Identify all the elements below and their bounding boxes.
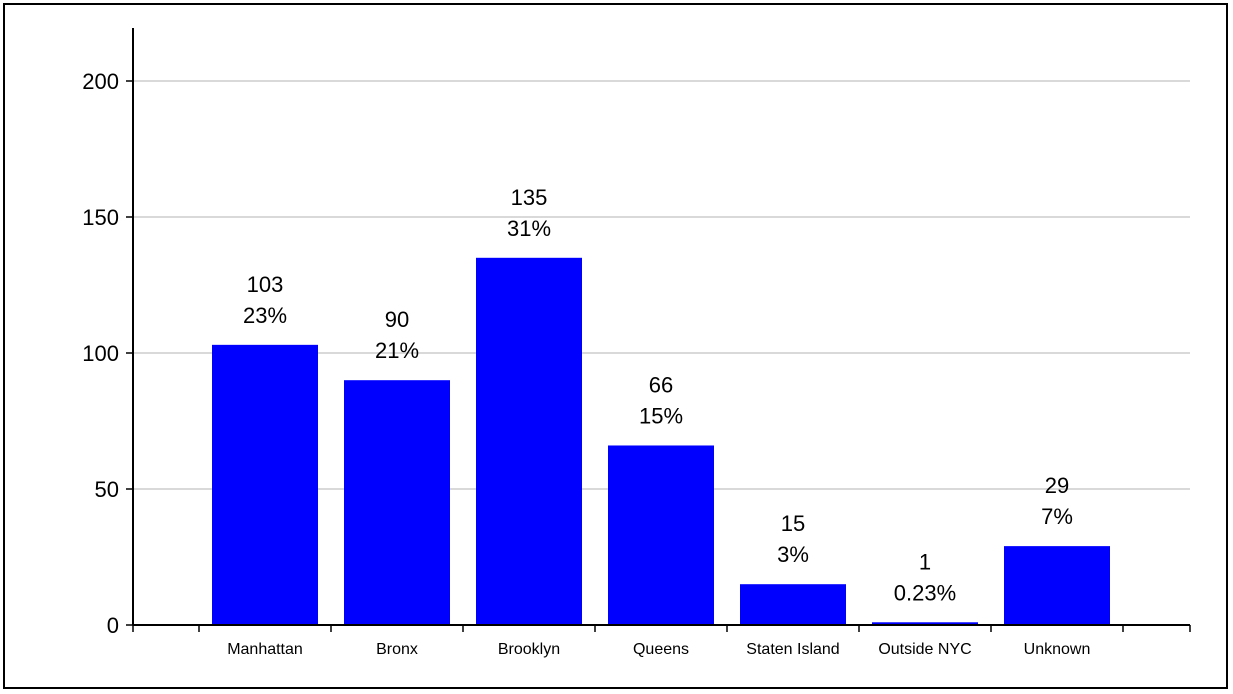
- x-tick-label: Brooklyn: [498, 641, 560, 658]
- data-label-percent: 23%: [243, 303, 287, 328]
- y-tick-label: 100: [82, 341, 119, 366]
- data-label-value: 103: [247, 272, 284, 297]
- y-tick-label: 0: [107, 613, 119, 638]
- bar: [344, 380, 450, 625]
- bar: [872, 622, 978, 625]
- data-label-percent: 3%: [777, 542, 809, 567]
- y-tick-label: 150: [82, 205, 119, 230]
- x-tick-labels: Manhattan Bronx Brooklyn Queens Staten Islan…: [227, 641, 1090, 658]
- data-label-value: 90: [385, 307, 409, 332]
- bar: [476, 257, 582, 625]
- data-label-value: 29: [1045, 473, 1069, 498]
- data-label-value: 1: [919, 549, 931, 574]
- data-label-value: 66: [649, 372, 673, 397]
- data-label-percent: 7%: [1041, 504, 1073, 529]
- y-tick-label: 200: [82, 69, 119, 94]
- data-label-value: 135: [511, 185, 548, 210]
- y-tick-label: 50: [95, 477, 119, 502]
- x-tick-label: Unknown: [1024, 641, 1091, 658]
- x-tick-label: Manhattan: [227, 641, 303, 658]
- bars: [212, 257, 1110, 625]
- data-label-percent: 0.23%: [894, 580, 956, 605]
- data-labels: 103 23% 90 21% 135 31% 66 15% 15 3% 1 0.23% 29 7%: [243, 185, 1073, 605]
- bar: [608, 445, 714, 625]
- data-label-percent: 31%: [507, 216, 551, 241]
- y-tick-labels: 0 50 100 150 200: [82, 69, 119, 638]
- x-tick-label: Bronx: [376, 641, 418, 658]
- x-tick-label: Queens: [633, 641, 689, 658]
- x-tick-label: Outside NYC: [878, 641, 971, 658]
- bar: [212, 344, 318, 625]
- axes: [126, 28, 1191, 632]
- x-tick-label: Staten Island: [746, 641, 839, 658]
- data-label-value: 15: [781, 511, 805, 536]
- bar: [740, 584, 846, 625]
- data-label-percent: 15%: [639, 403, 683, 428]
- bar: [1004, 546, 1110, 625]
- data-label-percent: 21%: [375, 338, 419, 363]
